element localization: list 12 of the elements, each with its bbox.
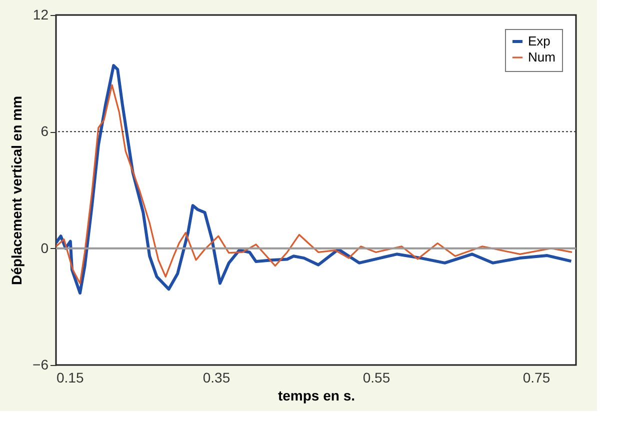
- y-tick-label: 12: [32, 6, 49, 22]
- legend-label: Exp: [528, 34, 550, 48]
- y-axis-title: Déplacement vertical en mm: [8, 96, 25, 286]
- x-tick-label: 0.15: [56, 370, 84, 386]
- x-tick-label: 0.75: [522, 370, 550, 386]
- y-tick-label: 6: [40, 123, 49, 140]
- legend-label: Num: [528, 50, 556, 64]
- x-tick-label: 0.35: [202, 370, 230, 386]
- y-tick-label: −6: [32, 356, 49, 372]
- x-tick-label: 0.55: [362, 370, 390, 386]
- x-axis-title: temps en s.: [278, 388, 356, 404]
- y-tick-label: 0: [40, 240, 49, 256]
